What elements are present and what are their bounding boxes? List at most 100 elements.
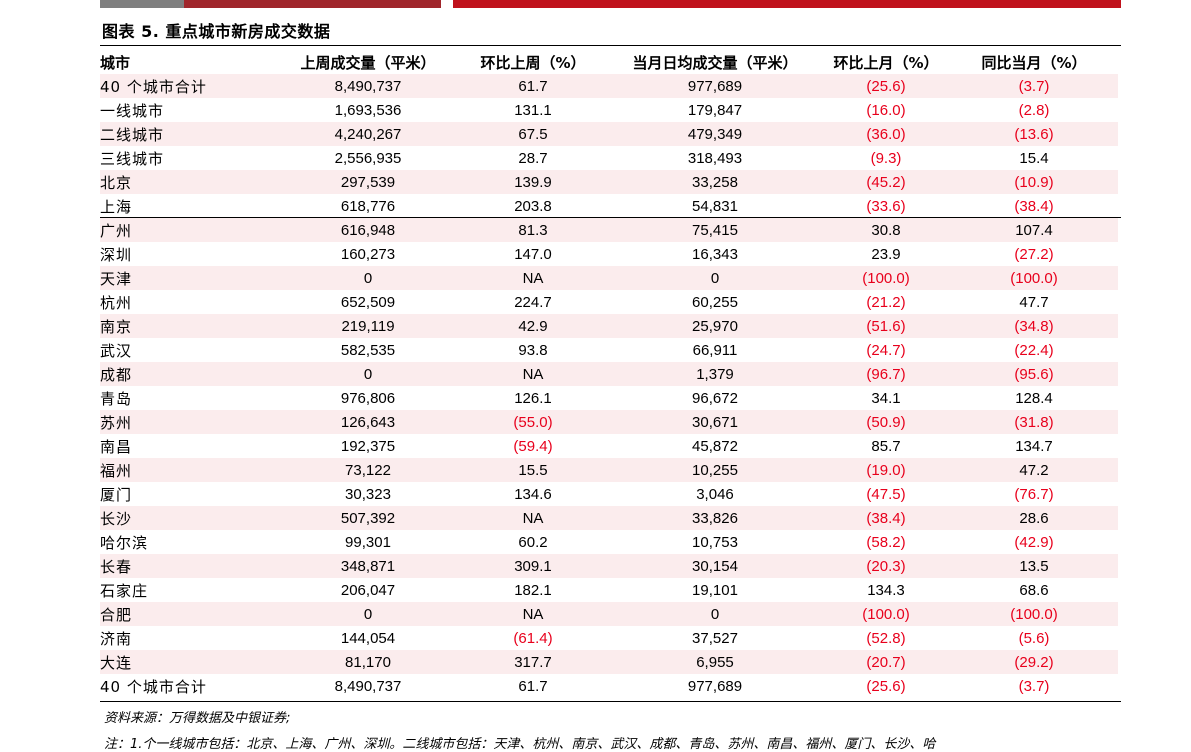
table-row: 合肥 0 NA 0 (100.0) (100.0) (100, 602, 1118, 626)
cell-city: 三线城市 (100, 149, 165, 168)
cell-daily-avg: 977,689 (687, 677, 743, 695)
cell-wow: NA (458, 602, 608, 626)
table-section-rule (100, 217, 1121, 218)
cell-weekly-volume: 0 (278, 362, 458, 386)
cell-weekly-volume: 618,776 (340, 197, 396, 215)
cell-daily-avg: 45,872 (692, 437, 738, 455)
cell-yoy: (2.8) (1018, 101, 1050, 119)
cell-weekly-volume: 1,693,536 (334, 101, 402, 119)
column-header-city: 城市 (100, 53, 131, 72)
column-header-yoy: 同比当月（%） (981, 53, 1087, 72)
cell-daily-avg: 54,831 (692, 197, 738, 215)
cell-yoy: (38.4) (1014, 197, 1054, 215)
table-top-rule (100, 45, 1121, 46)
cell-yoy: (13.6) (950, 122, 1118, 146)
cell-daily-avg: 66,911 (692, 341, 738, 359)
table-row: 福州 73,122 15.5 10,255 (19.0) 47.2 (100, 458, 1118, 482)
cell-mom: 34.1 (871, 389, 901, 407)
cell-mom: (100.0) (822, 266, 950, 290)
table-bottom-rule (100, 701, 1121, 702)
cell-wow: 93.8 (518, 341, 548, 359)
cell-mom: (38.4) (822, 506, 950, 530)
cell-wow: 309.1 (458, 554, 608, 578)
table-row: 40 个城市合计 8,490,737 61.7 977,689 (25.6) (3.7) (100, 674, 1118, 698)
cell-daily-avg: 19,101 (692, 581, 738, 599)
table-row: 南京 219,119 42.9 25,970 (51.6) (34.8) (100, 314, 1118, 338)
cell-daily-avg: 37,527 (692, 629, 738, 647)
cell-weekly-volume: 192,375 (340, 437, 396, 455)
table-row: 厦门 30,323 134.6 3,046 (47.5) (76.7) (100, 482, 1118, 506)
table-row: 40 个城市合计 8,490,737 61.7 977,689 (25.6) (3.7) (100, 74, 1118, 98)
cell-mom: (58.2) (866, 533, 906, 551)
cell-city: 合肥 (100, 602, 278, 626)
cell-daily-avg: 33,826 (608, 506, 822, 530)
cell-yoy: 28.6 (950, 506, 1118, 530)
cell-weekly-volume: 0 (278, 602, 458, 626)
cell-city: 大连 (100, 650, 278, 674)
column-header-wow: 环比上周（%） (480, 53, 586, 72)
cell-mom: (47.5) (866, 485, 906, 503)
cell-daily-avg: 10,255 (608, 458, 822, 482)
cell-yoy: (5.6) (1018, 629, 1050, 647)
cell-yoy: (76.7) (1014, 485, 1054, 503)
cell-city: 40 个城市合计 (100, 677, 207, 696)
cell-mom: (51.6) (822, 314, 950, 338)
cell-yoy: (42.9) (1014, 533, 1054, 551)
cell-city: 武汉 (100, 341, 133, 360)
cell-wow: 134.6 (514, 485, 552, 503)
cell-yoy: 15.4 (1019, 149, 1049, 167)
cell-city: 哈尔滨 (100, 533, 149, 552)
table-row: 深圳 160,273 147.0 16,343 23.9 (27.2) (100, 242, 1118, 266)
cell-weekly-volume: 144,054 (340, 629, 396, 647)
cell-yoy: 134.7 (1015, 437, 1053, 455)
table-row: 石家庄 206,047 182.1 19,101 134.3 68.6 (100, 578, 1118, 602)
cell-city: 北京 (100, 170, 278, 194)
cell-city: 长沙 (100, 506, 278, 530)
cell-daily-avg: 30,154 (608, 554, 822, 578)
cell-weekly-volume: 976,806 (340, 389, 396, 407)
cell-city: 一线城市 (100, 101, 165, 120)
cell-yoy: (100.0) (950, 266, 1118, 290)
cell-wow: 81.3 (458, 218, 608, 242)
column-header-daily-avg: 当月日均成交量（平米） (632, 53, 798, 72)
table-row: 长春 348,871 309.1 30,154 (20.3) 13.5 (100, 554, 1118, 578)
cell-weekly-volume: 81,170 (278, 650, 458, 674)
cell-yoy: 107.4 (950, 218, 1118, 242)
cell-daily-avg: 75,415 (608, 218, 822, 242)
cell-mom: 85.7 (871, 437, 901, 455)
cell-wow: 126.1 (514, 389, 552, 407)
cell-mom: (24.7) (866, 341, 906, 359)
table-row: 南昌 192,375 (59.4) 45,872 85.7 134.7 (100, 434, 1118, 458)
cell-yoy: 128.4 (1015, 389, 1053, 407)
cell-mom: (19.0) (822, 458, 950, 482)
cell-wow: NA (458, 266, 608, 290)
cell-wow: 131.1 (514, 101, 552, 119)
cell-city: 福州 (100, 458, 278, 482)
cell-weekly-volume: 348,871 (278, 554, 458, 578)
table-row: 天津 0 NA 0 (100.0) (100.0) (100, 266, 1118, 290)
source-note: 资料来源：万得数据及中银证券; (104, 711, 291, 726)
cell-wow: 42.9 (458, 314, 608, 338)
cell-city: 南昌 (100, 437, 133, 456)
cell-daily-avg: 1,379 (608, 362, 822, 386)
table-row: 青岛 976,806 126.1 96,672 34.1 128.4 (100, 386, 1118, 410)
cell-yoy: 47.2 (950, 458, 1118, 482)
cell-yoy: 47.7 (1019, 293, 1049, 311)
cell-mom: 134.3 (867, 581, 905, 599)
cell-wow: 67.5 (458, 122, 608, 146)
cell-city: 长春 (100, 554, 278, 578)
table-row: 一线城市 1,693,536 131.1 179,847 (16.0) (2.8) (100, 98, 1118, 122)
cell-wow: 182.1 (514, 581, 552, 599)
cell-wow: 60.2 (518, 533, 548, 551)
cell-mom: (25.6) (822, 74, 950, 98)
city-transactions-table: 城市 上周成交量（平米） 环比上周（%） 当月日均成交量（平米） 环比上月（%）… (100, 50, 1118, 698)
table-header-row: 城市 上周成交量（平米） 环比上周（%） 当月日均成交量（平米） 环比上月（%）… (100, 50, 1118, 74)
footnote: 注：1.个一线城市包括：北京、上海、广州、深圳。二线城市包括：天津、杭州、南京、… (104, 737, 936, 752)
cell-city: 济南 (100, 629, 133, 648)
cell-wow: 317.7 (458, 650, 608, 674)
cell-mom: (20.7) (822, 650, 950, 674)
cell-wow: NA (458, 362, 608, 386)
cell-weekly-volume: 160,273 (340, 245, 396, 263)
cell-wow: NA (458, 506, 608, 530)
cell-daily-avg: 25,970 (608, 314, 822, 338)
